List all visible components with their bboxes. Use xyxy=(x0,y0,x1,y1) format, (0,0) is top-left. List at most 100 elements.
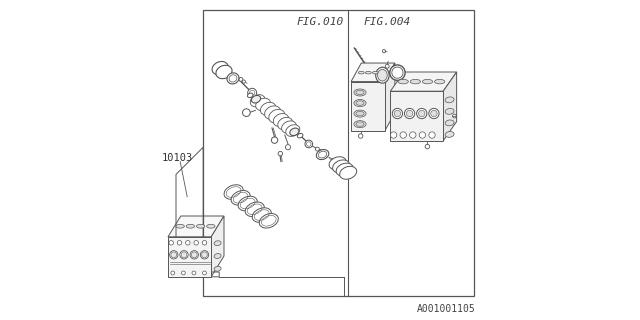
Ellipse shape xyxy=(435,79,445,84)
Ellipse shape xyxy=(318,151,327,158)
Text: FIG.010: FIG.010 xyxy=(296,17,344,28)
Circle shape xyxy=(202,252,207,258)
Ellipse shape xyxy=(354,121,366,128)
Ellipse shape xyxy=(216,65,232,79)
Ellipse shape xyxy=(176,224,184,228)
Polygon shape xyxy=(168,216,224,237)
Circle shape xyxy=(419,132,426,138)
Circle shape xyxy=(358,134,363,138)
Circle shape xyxy=(170,251,178,259)
Ellipse shape xyxy=(372,71,378,74)
Ellipse shape xyxy=(260,102,276,115)
Ellipse shape xyxy=(356,101,364,105)
Ellipse shape xyxy=(365,71,371,74)
Ellipse shape xyxy=(392,67,403,78)
Ellipse shape xyxy=(336,163,353,176)
Circle shape xyxy=(177,241,182,245)
Ellipse shape xyxy=(398,79,408,84)
Ellipse shape xyxy=(422,79,433,84)
Circle shape xyxy=(202,241,207,245)
Ellipse shape xyxy=(285,125,300,136)
Circle shape xyxy=(248,88,257,97)
Circle shape xyxy=(243,109,250,116)
Ellipse shape xyxy=(273,114,289,126)
Circle shape xyxy=(243,80,246,83)
Ellipse shape xyxy=(410,79,420,84)
Ellipse shape xyxy=(316,149,329,160)
Ellipse shape xyxy=(207,224,215,228)
Ellipse shape xyxy=(290,128,299,136)
Ellipse shape xyxy=(278,117,292,130)
Ellipse shape xyxy=(250,95,265,107)
Bar xyxy=(390,91,443,141)
Circle shape xyxy=(194,241,198,245)
Circle shape xyxy=(186,241,190,245)
Ellipse shape xyxy=(376,67,389,83)
Ellipse shape xyxy=(214,241,221,246)
Ellipse shape xyxy=(252,208,271,222)
Ellipse shape xyxy=(224,185,243,199)
Ellipse shape xyxy=(378,69,387,81)
Circle shape xyxy=(203,271,206,275)
Circle shape xyxy=(417,108,427,119)
Ellipse shape xyxy=(269,109,285,123)
Polygon shape xyxy=(351,63,395,82)
Ellipse shape xyxy=(354,89,366,96)
Ellipse shape xyxy=(298,133,303,138)
Ellipse shape xyxy=(358,71,364,74)
Ellipse shape xyxy=(445,97,454,103)
Circle shape xyxy=(239,77,243,81)
Ellipse shape xyxy=(214,266,221,271)
Circle shape xyxy=(410,132,416,138)
Ellipse shape xyxy=(329,157,346,170)
Circle shape xyxy=(200,251,209,259)
Ellipse shape xyxy=(255,98,271,110)
Circle shape xyxy=(429,132,435,138)
Circle shape xyxy=(404,108,415,119)
Circle shape xyxy=(192,271,196,275)
Ellipse shape xyxy=(248,93,253,98)
Polygon shape xyxy=(443,72,457,141)
Ellipse shape xyxy=(282,121,296,133)
Circle shape xyxy=(190,251,198,259)
Circle shape xyxy=(385,64,389,68)
Circle shape xyxy=(425,144,429,149)
Bar xyxy=(168,237,211,277)
Ellipse shape xyxy=(252,95,260,103)
Circle shape xyxy=(278,151,283,156)
Ellipse shape xyxy=(445,132,454,137)
Ellipse shape xyxy=(212,61,228,75)
Circle shape xyxy=(181,252,187,258)
Ellipse shape xyxy=(356,111,364,116)
Circle shape xyxy=(169,241,173,245)
Circle shape xyxy=(392,108,403,119)
Ellipse shape xyxy=(186,224,195,228)
Ellipse shape xyxy=(390,65,405,80)
Ellipse shape xyxy=(354,110,366,117)
Ellipse shape xyxy=(196,224,205,228)
Circle shape xyxy=(305,140,312,148)
Text: 10103: 10103 xyxy=(161,153,193,164)
Circle shape xyxy=(182,271,186,275)
Bar xyxy=(204,10,474,296)
Circle shape xyxy=(429,108,439,119)
Circle shape xyxy=(171,271,175,275)
Ellipse shape xyxy=(214,253,221,259)
Circle shape xyxy=(271,137,278,143)
Bar xyxy=(351,82,385,131)
Polygon shape xyxy=(211,216,224,277)
Ellipse shape xyxy=(238,196,257,211)
Ellipse shape xyxy=(245,202,264,217)
Circle shape xyxy=(180,251,188,259)
Circle shape xyxy=(406,110,413,117)
Ellipse shape xyxy=(445,108,454,114)
Ellipse shape xyxy=(227,73,239,84)
Ellipse shape xyxy=(231,190,250,205)
Ellipse shape xyxy=(356,122,364,126)
Polygon shape xyxy=(390,72,457,91)
Ellipse shape xyxy=(356,90,364,95)
Text: FIG.004: FIG.004 xyxy=(364,17,410,28)
Polygon shape xyxy=(385,63,395,131)
Circle shape xyxy=(285,145,291,150)
Circle shape xyxy=(431,110,437,117)
